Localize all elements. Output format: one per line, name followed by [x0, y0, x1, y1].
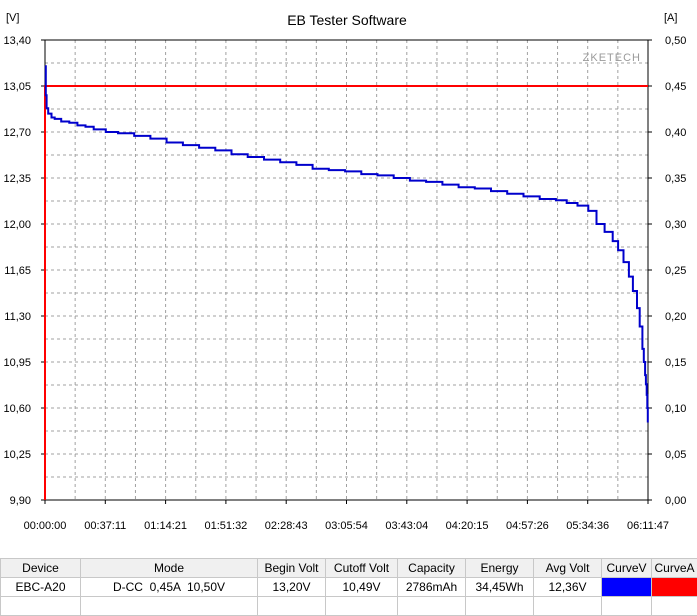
y-left-tick-label: 11,65: [4, 265, 31, 277]
watermark-text: ZKETECH: [583, 52, 641, 64]
table-row-empty: [1, 597, 697, 616]
chart-grid: [45, 40, 648, 500]
col-curve-v[interactable]: CurveV: [602, 559, 652, 578]
x-tick-label: 00:00:00: [24, 520, 67, 532]
y-right-tick-label: 0,10: [665, 403, 686, 415]
col-energy[interactable]: Energy: [466, 559, 534, 578]
y-left-tick-label: 12,70: [3, 127, 31, 139]
col-avg-volt[interactable]: Avg Volt: [534, 559, 602, 578]
cell-curve-v-swatch[interactable]: [602, 578, 652, 597]
chart-title: EB Tester Software: [287, 12, 407, 28]
cell-energy: 34,45Wh: [466, 578, 534, 597]
col-begin-volt[interactable]: Begin Volt: [258, 559, 326, 578]
y-left-tick-label: 9,90: [10, 495, 31, 507]
col-device[interactable]: Device: [1, 559, 81, 578]
cell-capacity: 2786mAh: [398, 578, 466, 597]
x-tick-label: 04:57:26: [506, 520, 549, 532]
y-left-tick-label: 13,40: [3, 35, 31, 47]
left-axis-unit: [V]: [6, 12, 19, 24]
y-right-tick-label: 0,45: [665, 81, 686, 93]
x-tick-label: 00:37:11: [84, 520, 126, 532]
results-table: Device Mode Begin Volt Cutoff Volt Capac…: [0, 558, 697, 616]
x-tick-label: 04:20:15: [446, 520, 489, 532]
y-left-tick-label: 12,00: [3, 219, 31, 231]
right-axis-unit: [A]: [664, 12, 677, 24]
y-right-tick-label: 0,30: [665, 219, 686, 231]
col-curve-a[interactable]: CurveA: [652, 559, 697, 578]
x-tick-label: 03:43:04: [385, 520, 428, 532]
col-cutoff-volt[interactable]: Cutoff Volt: [326, 559, 398, 578]
x-tick-label: 02:28:43: [265, 520, 308, 532]
y-right-tick-label: 0,05: [665, 449, 686, 461]
axis-ticks: 13,40 13,05 12,70 12,35 12,00 11,65 11,30 10,95…: [3, 35, 686, 532]
cell-device: EBC-A20: [1, 578, 81, 597]
col-capacity[interactable]: Capacity: [398, 559, 466, 578]
y-left-tick-label: 10,95: [3, 357, 31, 369]
table-header-row: Device Mode Begin Volt Cutoff Volt Capac…: [1, 559, 697, 578]
y-right-tick-label: 0,35: [665, 173, 686, 185]
x-tick-label: 05:34:36: [566, 520, 609, 532]
y-left-tick-label: 10,60: [3, 403, 31, 415]
y-right-tick-label: 0,00: [665, 495, 686, 507]
cell-avg-volt: 12,36V: [534, 578, 602, 597]
discharge-chart: EB Tester Software [V] [A] ZKETECH 13,40…: [0, 0, 697, 556]
table-row[interactable]: EBC-A20 D-CC 0,45A 10,50V 13,20V 10,49V …: [1, 578, 697, 597]
y-right-tick-label: 0,50: [665, 35, 686, 47]
y-left-tick-label: 13,05: [3, 81, 31, 93]
y-right-tick-label: 0,25: [665, 265, 686, 277]
cell-begin-volt: 13,20V: [258, 578, 326, 597]
y-right-tick-label: 0,15: [665, 357, 686, 369]
x-tick-label: 06:11:47: [627, 520, 669, 532]
x-tick-label: 01:51:32: [204, 520, 247, 532]
y-right-tick-label: 0,40: [665, 127, 686, 139]
cell-curve-a-swatch[interactable]: [652, 578, 697, 597]
x-tick-label: 01:14:21: [144, 520, 187, 532]
x-tick-label: 03:05:54: [325, 520, 368, 532]
y-left-tick-label: 12,35: [3, 173, 31, 185]
cell-mode: D-CC 0,45A 10,50V: [81, 578, 258, 597]
y-left-tick-label: 11,30: [4, 311, 31, 323]
y-left-tick-label: 10,25: [3, 449, 31, 461]
col-mode[interactable]: Mode: [81, 559, 258, 578]
cell-cutoff-volt: 10,49V: [326, 578, 398, 597]
y-right-tick-label: 0,20: [665, 311, 686, 323]
